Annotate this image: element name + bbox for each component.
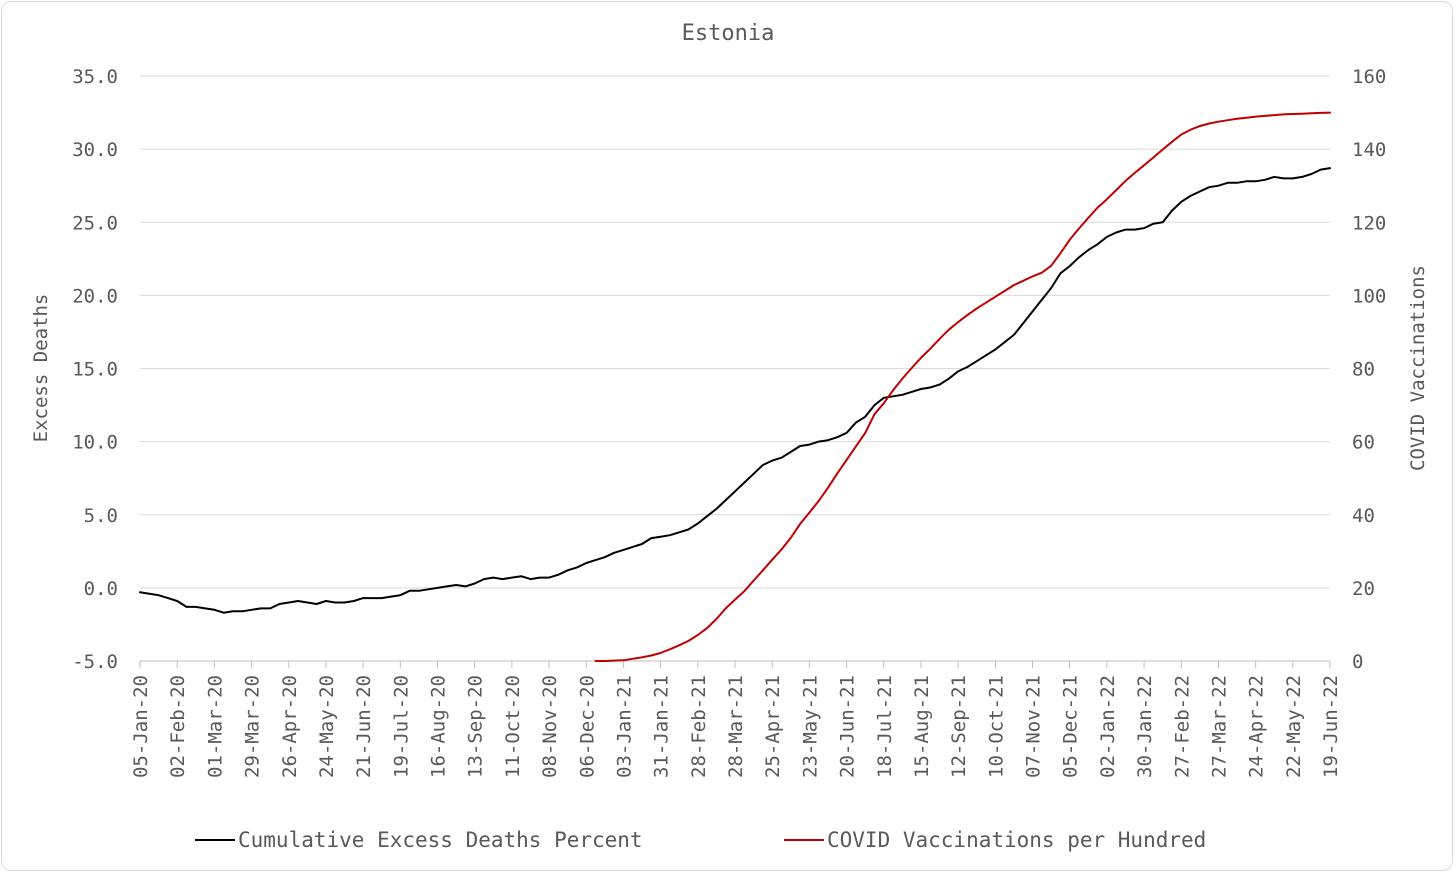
right-tick-label: 140: [1352, 139, 1386, 161]
x-tick-label: 12-Sep-21: [948, 675, 970, 778]
x-tick-label: 02-Jan-22: [1097, 675, 1119, 778]
left-axis-label: Excess Deaths: [30, 294, 52, 443]
right-tick-label: 80: [1352, 359, 1375, 381]
x-tick-label: 03-Jan-21: [613, 675, 635, 778]
right-tick-label: 100: [1352, 285, 1386, 307]
x-tick-label: 05-Dec-21: [1060, 675, 1082, 778]
legend-label-excess-deaths: Cumulative Excess Deaths Percent: [238, 828, 643, 852]
series-layer: [139, 111, 1331, 662]
legend-label-vaccinations: COVID Vaccinations per Hundred: [827, 828, 1206, 852]
left-tick-label: -5.0: [72, 651, 118, 673]
x-tick-label: 11-Oct-20: [502, 675, 524, 778]
right-tick-label: 40: [1352, 505, 1375, 527]
x-tick-label: 02-Feb-20: [167, 675, 189, 778]
x-tick-label: 10-Oct-21: [985, 675, 1007, 778]
x-tick-label: 22-May-22: [1283, 675, 1305, 778]
left-tick-label: 35.0: [72, 66, 118, 88]
x-tick-label: 24-May-20: [316, 675, 338, 778]
right-tick-label: 0: [1352, 651, 1363, 673]
x-tick-label: 27-Mar-22: [1208, 675, 1230, 778]
left-tick-label: 20.0: [72, 285, 118, 307]
x-tick-label: 18-Jul-21: [874, 675, 896, 778]
x-tick-label: 19-Jun-22: [1320, 675, 1342, 778]
right-tick-label: 60: [1352, 432, 1375, 454]
x-tick-label: 07-Nov-21: [1023, 675, 1045, 778]
x-tick-label: 15-Aug-21: [911, 675, 933, 778]
x-tick-label: 20-Jun-21: [837, 675, 859, 778]
legend: Cumulative Excess Deaths Percent COVID V…: [195, 828, 1206, 852]
x-tick-label: 24-Apr-22: [1246, 675, 1268, 778]
x-tick-label: 25-Apr-21: [762, 675, 784, 778]
x-tick-label: 30-Jan-22: [1134, 675, 1156, 778]
right-axis-label: COVID Vaccinations: [1407, 265, 1429, 471]
left-tick-label: 10.0: [72, 432, 118, 454]
x-tick-label: 13-Sep-20: [465, 675, 487, 778]
x-tick-label: 21-Jun-20: [353, 675, 375, 778]
right-tick-label: 20: [1352, 578, 1375, 600]
x-tick-label: 05-Jan-20: [130, 675, 152, 778]
x-tick-label: 26-Apr-20: [279, 675, 301, 778]
right-tick-label: 160: [1352, 66, 1386, 88]
series-line-excess-deaths: [139, 167, 1331, 614]
left-tick-label: 15.0: [72, 359, 118, 381]
series-line-vaccinations: [594, 111, 1331, 662]
x-axis: 05-Jan-20 02-Feb-20 01-Mar-20 29-Mar-20 26-A…: [130, 660, 1342, 778]
x-tick-label: 19-Jul-20: [390, 675, 412, 778]
right-axis-ticks: 0 20 40 60 80 100 120 140 160: [1352, 66, 1386, 673]
left-tick-label: 0.0: [84, 578, 118, 600]
left-tick-label: 30.0: [72, 139, 118, 161]
chart-title: Estonia: [682, 21, 775, 46]
x-tick-label: 01-Mar-20: [204, 675, 226, 778]
left-axis-ticks: -5.0 0.0 5.0 10.0 15.0 20.0 25.0 30.0 35.0: [72, 66, 118, 673]
x-tick-label: 16-Aug-20: [428, 675, 450, 778]
left-tick-label: 5.0: [84, 505, 118, 527]
x-tick-label: 28-Mar-21: [725, 675, 747, 778]
x-tick-label: 23-May-21: [799, 675, 821, 778]
x-tick-label: 08-Nov-20: [539, 675, 561, 778]
right-tick-label: 120: [1352, 212, 1386, 234]
x-tick-label: 31-Jan-21: [651, 675, 673, 778]
left-tick-label: 25.0: [72, 212, 118, 234]
x-tick-label: 06-Dec-20: [576, 675, 598, 778]
x-tick-label: 27-Feb-22: [1171, 675, 1193, 778]
x-tick-label: 28-Feb-21: [688, 675, 710, 778]
gridlines: [140, 75, 1330, 662]
x-tick-label: 29-Mar-20: [242, 675, 264, 778]
